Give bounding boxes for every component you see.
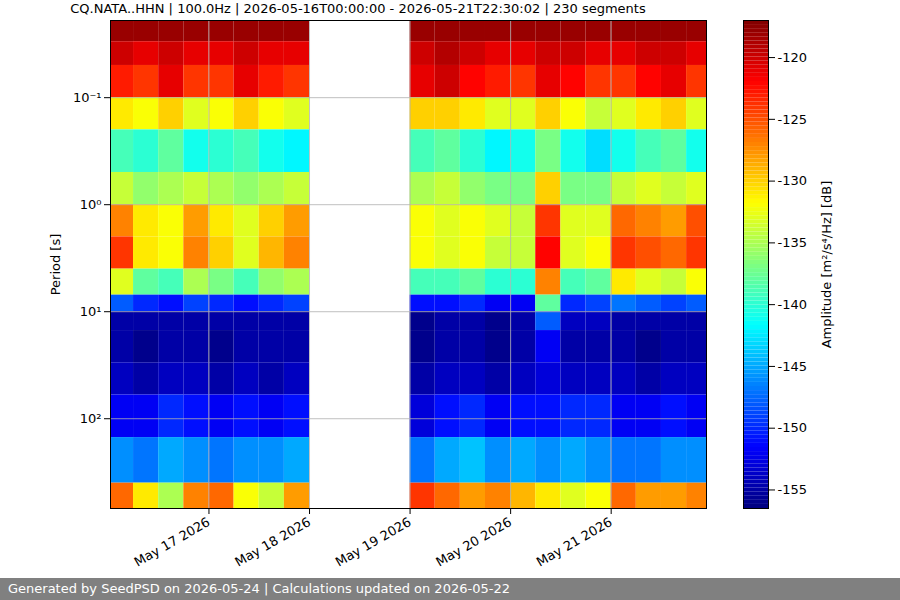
svg-text:-145: -145 bbox=[778, 359, 808, 374]
svg-text:May 21 2026: May 21 2026 bbox=[534, 514, 615, 569]
svg-text:-150: -150 bbox=[778, 420, 808, 435]
svg-text:May 19 2026: May 19 2026 bbox=[333, 514, 414, 569]
svg-text:-125: -125 bbox=[778, 111, 808, 126]
svg-text:-120: -120 bbox=[778, 50, 808, 65]
svg-text:10⁻¹: 10⁻¹ bbox=[73, 90, 102, 105]
svg-text:-155: -155 bbox=[778, 482, 808, 497]
svg-text:Amplitude [m²/s⁴/Hz] [dB]: Amplitude [m²/s⁴/Hz] [dB] bbox=[819, 181, 834, 349]
html-text:CQ.NATA..HHN | 100.0Hz | 2026-: CQ.NATA..HHN | 100.0Hz | 2026-05-16T00:0… bbox=[70, 1, 646, 16]
svg-text:May 18 2026: May 18 2026 bbox=[232, 514, 313, 569]
svg-text:-140: -140 bbox=[778, 297, 808, 312]
svg-text:10⁰: 10⁰ bbox=[80, 197, 102, 212]
svg-text:May 20 2026: May 20 2026 bbox=[433, 514, 514, 569]
svg-text:-135: -135 bbox=[778, 235, 808, 250]
svg-text:Period [s]: Period [s] bbox=[48, 234, 63, 296]
svg-text:10¹: 10¹ bbox=[80, 304, 102, 319]
svg-text:10²: 10² bbox=[80, 411, 102, 426]
svg-text:-130: -130 bbox=[778, 173, 808, 188]
html-text:Generated by SeedPSD on 2026-0: Generated by SeedPSD on 2026-05-24 | Cal… bbox=[8, 581, 510, 596]
svg-text:May 17 2026: May 17 2026 bbox=[132, 514, 213, 569]
